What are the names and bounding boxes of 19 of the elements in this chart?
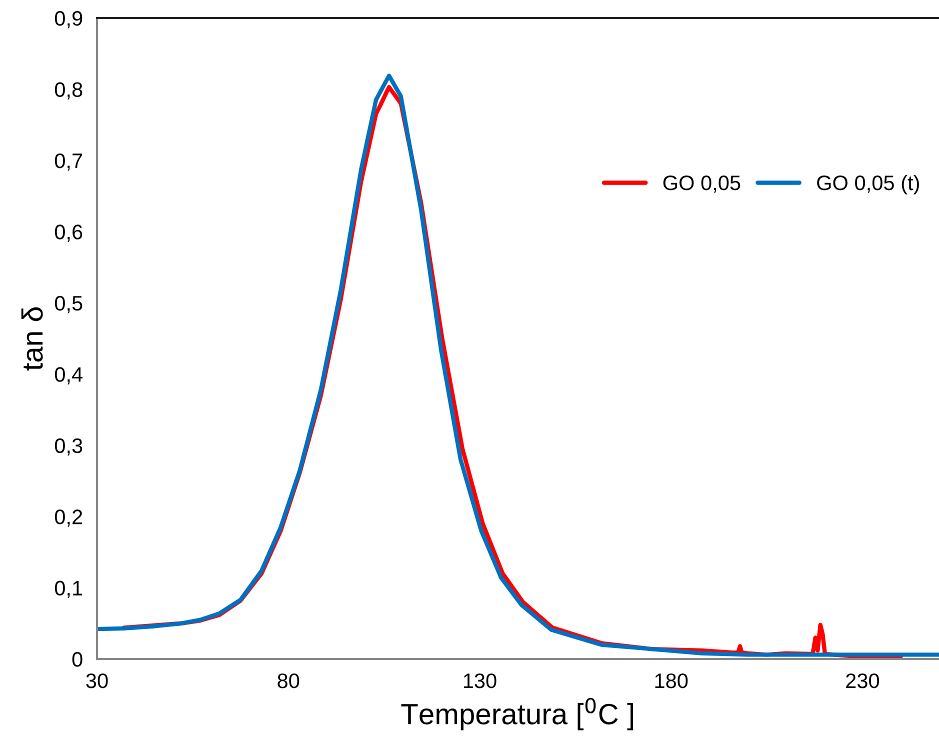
x-tick-label: 230 — [846, 673, 880, 688]
y-tick-label: 0,9 — [54, 11, 82, 28]
x-axis-title: Temperatura [$^{0}$C ] — [401, 698, 634, 730]
x-tick-label: 180 — [655, 673, 688, 688]
y-tick-label: 0,3 — [54, 438, 82, 456]
y-tick-label: 0 — [72, 652, 82, 667]
y-tick-label: 0,1 — [54, 580, 82, 598]
x-tick-label: 30 — [86, 673, 108, 688]
y-axis-title: tan δ — [21, 307, 43, 370]
y-tick-label: 0,2 — [54, 510, 82, 527]
legend-label: GO 0,05 (t) — [817, 174, 919, 194]
y-tick-label: 0,5 — [54, 296, 82, 314]
legend-label: GO 0,05 — [663, 176, 740, 193]
y-tick-label: 0,7 — [54, 153, 82, 171]
y-tick-label: 0,8 — [54, 82, 82, 100]
x-tick-label: 80 — [278, 673, 300, 688]
y-tick-label: 0,4 — [54, 367, 83, 384]
x-tick-label: 130 — [464, 673, 496, 688]
y-tick-label: 0,6 — [54, 224, 82, 242]
